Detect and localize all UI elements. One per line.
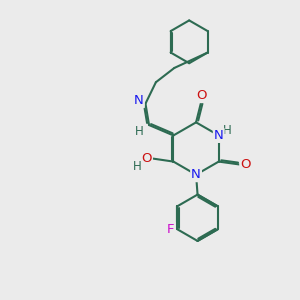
Text: O: O: [141, 152, 152, 164]
Text: O: O: [240, 158, 251, 171]
Text: H: H: [223, 124, 232, 136]
Text: N: N: [214, 129, 224, 142]
Text: N: N: [191, 168, 201, 181]
Text: F: F: [167, 223, 175, 236]
Text: N: N: [134, 94, 144, 107]
Text: H: H: [133, 160, 141, 172]
Text: O: O: [196, 89, 207, 102]
Text: H: H: [135, 125, 144, 138]
